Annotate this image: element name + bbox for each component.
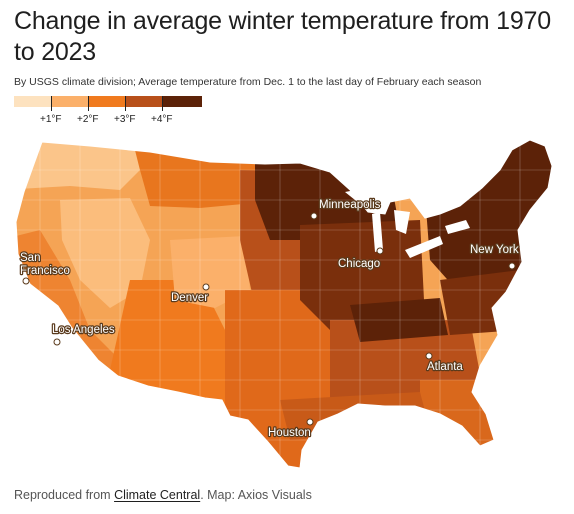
city-marker-minneapolis: [310, 212, 318, 220]
city-marker-denver: [202, 283, 210, 291]
city-marker-houston: [306, 418, 314, 426]
city-label-minneapolis: Minneapolis: [319, 199, 381, 211]
lake-erie: [405, 236, 443, 258]
city-marker-los-angeles: [53, 338, 61, 346]
city-label-los-angeles: Los Angeles: [52, 324, 115, 336]
city-markers: San Francisco Los Angeles Denver Minneap…: [19, 198, 520, 440]
legend-tick: [162, 96, 163, 111]
legend-swatch-4: [125, 96, 162, 107]
lake-michigan: [372, 212, 383, 252]
city-label-denver: Denver: [171, 292, 208, 304]
legend-swatch-3: [88, 96, 125, 107]
region-great-basin: [60, 198, 150, 308]
source-credit: Reproduced from Climate Central. Map: Ax…: [14, 488, 312, 502]
us-map-svg: San Francisco Los Angeles Denver Minneap…: [15, 139, 553, 469]
city-label-houston: Houston: [268, 427, 311, 439]
city-marker-atlanta: [425, 352, 433, 360]
legend-swatch-2: [51, 96, 88, 107]
region-florida: [420, 380, 520, 468]
legend-swatch-5: [162, 96, 202, 107]
city-label-san-francisco-line1: San: [20, 252, 40, 264]
lake-ontario: [445, 220, 470, 234]
legend-tick: [88, 96, 89, 111]
chart-subtitle: By USGS climate division; Average temper…: [14, 76, 482, 88]
city-marker-san-francisco: [22, 277, 30, 285]
city-label-atlanta: Atlanta: [427, 361, 463, 373]
legend-tick-label: +2°F: [77, 114, 99, 125]
legend-tick: [51, 96, 52, 111]
city-label-san-francisco-line2: Francisco: [20, 265, 70, 277]
legend-swatch-1: [14, 96, 51, 107]
credit-prefix: Reproduced from: [14, 488, 115, 502]
region-pacific-northwest: [16, 140, 140, 190]
lake-superior: [345, 186, 383, 204]
credit-suffix: . Map: Axios Visuals: [200, 488, 312, 502]
city-marker-chicago: [376, 247, 384, 255]
great-lakes: [345, 186, 470, 258]
lake-huron: [394, 210, 410, 234]
climate-central-link[interactable]: Climate Central: [114, 488, 201, 502]
legend-tick-label: +4°F: [151, 114, 173, 125]
legend-tick: [125, 96, 126, 111]
city-marker-new-york: [508, 262, 516, 270]
us-outline: [15, 139, 553, 469]
legend-tick-label: +1°F: [40, 114, 62, 125]
chart-title: Change in average winter temperature fro…: [14, 7, 551, 66]
color-legend: +1°F +2°F +3°F +4°F: [14, 96, 204, 130]
legend-tick-label: +3°F: [114, 114, 136, 125]
region-ohio-valley: [350, 298, 448, 342]
city-label-new-york: New York: [470, 244, 519, 256]
us-map: San Francisco Los Angeles Denver Minneap…: [0, 130, 574, 482]
city-label-chicago: Chicago: [338, 258, 380, 270]
